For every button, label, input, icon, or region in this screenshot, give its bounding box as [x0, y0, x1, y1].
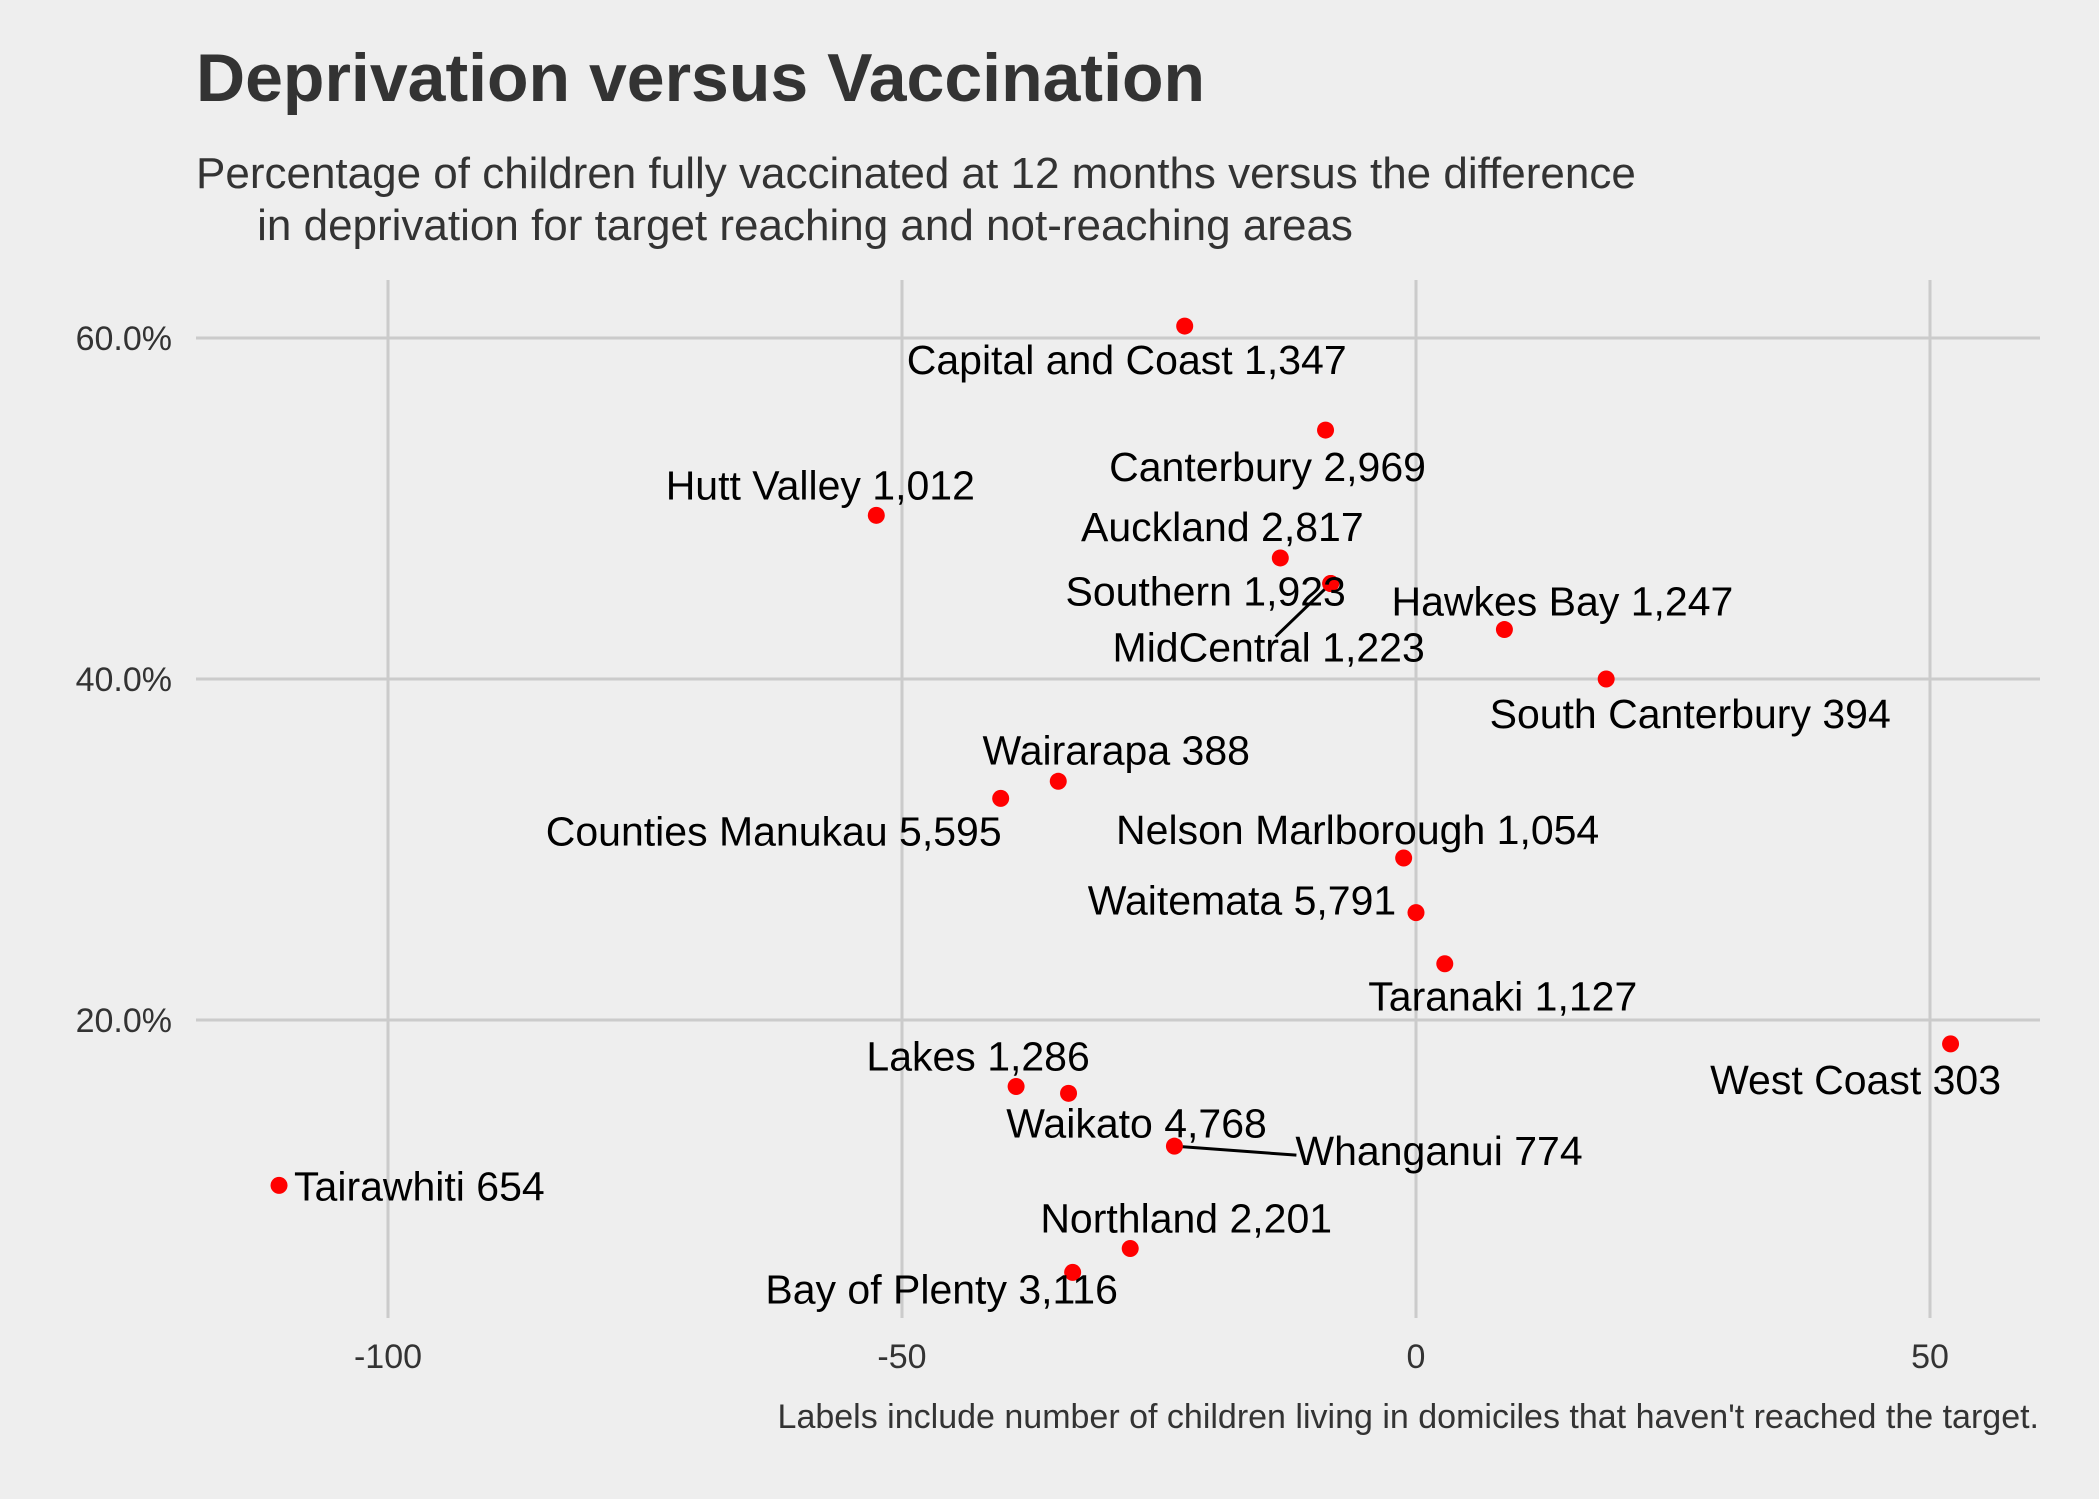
data-label: South Canterbury 394: [1490, 691, 1891, 737]
y-tick-label: 20.0%: [76, 1002, 172, 1040]
label-leader-line: [1174, 1144, 1297, 1157]
data-point: [1007, 1077, 1025, 1095]
chart-caption: Labels include number of children living…: [777, 1398, 2039, 1436]
data-point: [1317, 421, 1335, 439]
data-point: [1064, 1263, 1082, 1281]
data-label: Lakes 1,286: [866, 1033, 1089, 1079]
chart-subtitle: Percentage of children fully vaccinated …: [196, 149, 1636, 250]
data-point: [1121, 1239, 1139, 1257]
y-tick-label: 60.0%: [76, 320, 172, 358]
data-label: West Coast 303: [1710, 1057, 2001, 1103]
label-leader-lines: [1174, 582, 1332, 1157]
data-point: [1495, 621, 1513, 639]
data-label: Capital and Coast 1,347: [907, 337, 1347, 383]
data-label: Hawkes Bay 1,247: [1391, 579, 1733, 625]
data-point: [1165, 1137, 1183, 1155]
data-label: Whanganui 774: [1295, 1128, 1582, 1174]
data-label: Auckland 2,817: [1081, 504, 1364, 550]
x-tick-label: -50: [877, 1338, 926, 1376]
data-label: Southern 1,923: [1065, 569, 1345, 615]
data-labels: Capital and Coast 1,347 Canterbury 2,969 H…: [294, 337, 2001, 1312]
data-point: [1597, 670, 1615, 688]
data-label: Nelson Marlborough 1,054: [1116, 807, 1599, 853]
data-point: [1395, 849, 1413, 867]
data-point: [1049, 772, 1067, 790]
label-leader-line: [1274, 582, 1332, 638]
data-label: Waitemata 5,791: [1088, 878, 1396, 924]
data-point: [1407, 904, 1425, 922]
grid-lines: [196, 280, 2040, 1318]
data-point: [867, 506, 885, 524]
data-point: [1322, 575, 1340, 593]
data-label: Wairarapa 388: [983, 727, 1250, 773]
data-label: Waikato 4,768: [1006, 1100, 1267, 1146]
x-tick-label: 0: [1407, 1338, 1426, 1376]
data-label: Tairawhiti 654: [294, 1163, 545, 1209]
data-label: Northland 2,201: [1040, 1195, 1332, 1241]
data-point: [1436, 955, 1454, 973]
data-label: MidCentral 1,223: [1113, 625, 1425, 671]
data-point: [1176, 317, 1194, 335]
y-tick-label: 40.0%: [76, 661, 172, 699]
x-tick-label: -100: [354, 1338, 422, 1376]
x-tick-label: 50: [1911, 1338, 1949, 1376]
data-label: Canterbury 2,969: [1109, 444, 1426, 490]
data-point: [992, 789, 1010, 807]
data-point: [1271, 549, 1289, 567]
data-label: Counties Manukau 5,595: [546, 808, 1002, 854]
axis-tick-labels: -100 -50 0 50 20.0% 40.0% 60.0%: [76, 320, 1949, 1376]
data-label: Bay of Plenty 3,116: [765, 1266, 1118, 1312]
data-points: [270, 317, 1960, 1281]
chart-title: Deprivation versus Vaccination: [196, 40, 1206, 116]
data-label: Taranaki 1,127: [1368, 974, 1637, 1020]
data-point: [1060, 1084, 1078, 1102]
data-label: Hutt Valley 1,012: [666, 462, 975, 508]
data-point: [1942, 1035, 1960, 1053]
data-point: [270, 1176, 288, 1194]
